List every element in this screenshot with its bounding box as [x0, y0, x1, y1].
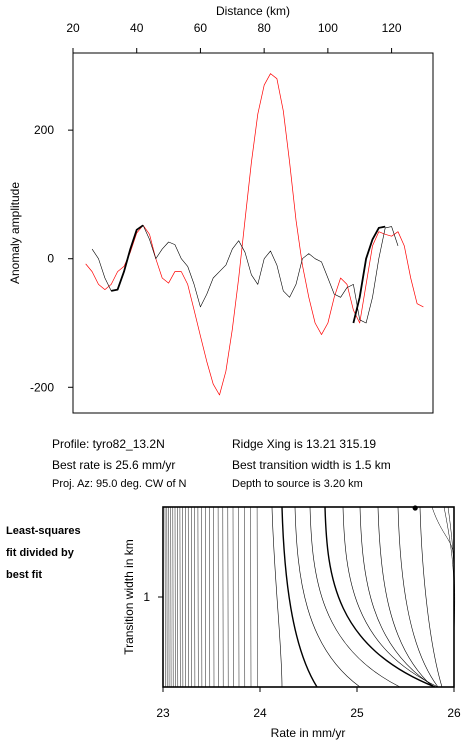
anomaly-series — [85, 73, 424, 396]
contour-lines — [164, 506, 456, 688]
contour-x-axis-label: Rate in mm/yr — [271, 726, 346, 740]
anomaly-y-ticks: -200 0 200 — [30, 123, 73, 394]
contour-line — [359, 506, 436, 688]
anomaly-x-tick-label: 40 — [130, 21, 144, 35]
contour-line — [397, 506, 439, 688]
contour-x-ticks: 23 24 25 26 — [156, 687, 461, 720]
info-ridge-xing: Ridge Xing is 13.21 315.19 — [232, 437, 377, 451]
anomaly-x-axis-label: Distance (km) — [216, 4, 290, 18]
anomaly-x-ticks: 20 40 60 80 100 120 — [66, 21, 402, 53]
contour-line — [294, 506, 361, 688]
contour-line — [342, 506, 439, 688]
best-fit-marker — [412, 505, 418, 511]
contour-y-axis-label: Transition width in km — [122, 539, 136, 655]
side-note-line-1: Least-squares — [6, 525, 81, 537]
anomaly-y-tick-label: -200 — [30, 380, 54, 394]
anomaly-y-tick-label: 200 — [34, 123, 54, 137]
anomaly-x-tick-label: 20 — [66, 21, 80, 35]
contour-x-tick-label: 25 — [350, 706, 364, 720]
contour-line — [309, 506, 401, 688]
fit-window-left-line — [111, 224, 144, 292]
info-proj-az: Proj. Az: 95.0 deg. CW of N — [52, 478, 187, 490]
anomaly-plot-frame — [72, 52, 434, 414]
contour-x-tick-label: 24 — [253, 706, 267, 720]
model-anomaly-line — [85, 73, 424, 396]
contour-x-tick-label: 23 — [156, 706, 170, 720]
side-note-line-2: fit divided by — [6, 547, 74, 559]
anomaly-x-tick-label: 120 — [382, 21, 402, 35]
anomaly-x-tick-label: 80 — [257, 21, 271, 35]
contour-y-tick-label: 1 — [143, 590, 150, 604]
contour-x-tick-label: 26 — [447, 706, 461, 720]
info-profile: Profile: tyro82_13.2N — [52, 437, 165, 451]
info-best-rate: Best rate is 25.6 mm/yr — [52, 458, 176, 472]
contour-line — [377, 506, 434, 688]
contour-line — [271, 506, 283, 688]
contour-line — [281, 506, 318, 688]
contour-line — [419, 506, 443, 688]
anomaly-chart: Distance (km) Anomaly amplitude 20 40 60 80… — [8, 4, 434, 414]
contour-chart: 23 24 25 26 1 Rate in mm/yr Transition widt… — [122, 505, 461, 740]
anomaly-x-tick-label: 60 — [194, 21, 208, 35]
contour-y-ticks: 1 — [143, 590, 163, 604]
info-best-width: Best transition width is 1.5 km — [232, 458, 391, 472]
side-note-line-3: best fit — [6, 569, 43, 581]
observed-anomaly-line — [91, 225, 399, 324]
anomaly-y-tick-label: 0 — [47, 252, 54, 266]
contour-line — [324, 506, 436, 688]
info-depth: Depth to source is 3.20 km — [232, 478, 363, 490]
contour-line — [443, 506, 455, 601]
anomaly-y-axis-label: Anomaly amplitude — [8, 182, 22, 284]
fit-window-right-line — [352, 225, 386, 324]
anomaly-x-tick-label: 100 — [318, 21, 338, 35]
contour-line — [431, 506, 455, 561]
